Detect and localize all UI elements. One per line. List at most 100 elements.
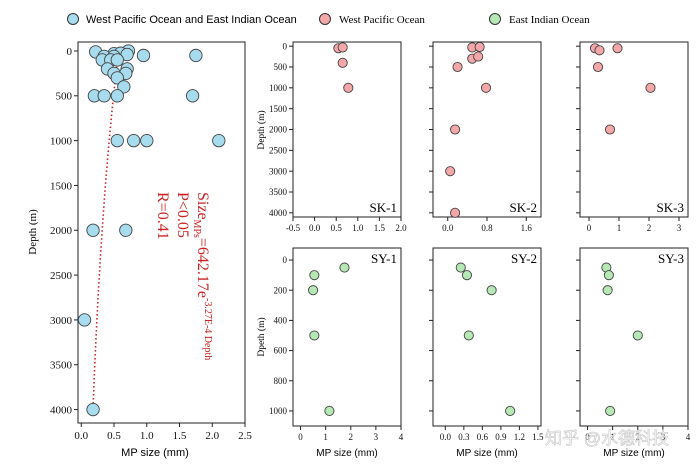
data-point bbox=[603, 270, 614, 281]
x-tick-label: 0 bbox=[585, 432, 590, 442]
y-tick-label: 3000 bbox=[269, 166, 288, 176]
x-axis-label: MP size (mm) bbox=[121, 447, 189, 459]
x-tick-label: 0.6 bbox=[477, 432, 489, 442]
y-tick-label: 1000 bbox=[50, 135, 73, 147]
data-point bbox=[337, 57, 348, 68]
x-tick-label: 0.8 bbox=[481, 223, 493, 233]
plot-sy-2: 0.0 0.3 0.6 0.9 1.2 1.5 SY-2 MP size (mm) bbox=[429, 247, 544, 459]
data-point bbox=[505, 405, 516, 416]
y-tick-label: 400 bbox=[274, 316, 288, 326]
data-point bbox=[473, 51, 484, 62]
fit-equation-subscript: MPs bbox=[191, 220, 202, 238]
x-tick-label: 1 bbox=[617, 223, 622, 233]
y-tick-label: 2000 bbox=[50, 225, 73, 237]
x-axis-label-sy-3: MP size (mm) bbox=[603, 448, 664, 459]
x-tick-label: 2 bbox=[349, 432, 354, 442]
data-point bbox=[592, 61, 604, 73]
watermark: 知乎 @水德科技 bbox=[545, 429, 669, 448]
plot-frame bbox=[292, 247, 402, 427]
y-tick-label: 4000 bbox=[50, 404, 73, 416]
x-tick-label: 3 bbox=[661, 432, 666, 442]
x-tick-label: 1.0 bbox=[352, 223, 364, 233]
x-tick-label: 2 bbox=[647, 223, 652, 233]
data-point bbox=[452, 61, 463, 73]
y-tick-label: 1500 bbox=[50, 180, 73, 192]
data-point bbox=[110, 71, 124, 85]
data-point bbox=[127, 133, 141, 148]
data-point bbox=[445, 166, 456, 177]
x-tick-label: 0.0 bbox=[442, 223, 454, 233]
plot-sy-3: 0 1 2 3 4 SY-3 MP size (mm) bbox=[576, 247, 691, 459]
legend-label-east-indian: East Indian Ocean bbox=[509, 14, 590, 26]
x-tick-label: 1.6 bbox=[521, 223, 533, 233]
x-tick-label: 0.5 bbox=[331, 223, 343, 233]
x-tick-label: 3 bbox=[374, 432, 379, 442]
x-axis-label-sy-2: MP size (mm) bbox=[456, 448, 517, 459]
y-tick-label: 2500 bbox=[269, 145, 288, 155]
data-point bbox=[86, 402, 100, 417]
plot-sk-1: -0.5 0.0 0.5 1.0 1.5 2.0 0 500 1000 1500 2000 2500 3… bbox=[256, 41, 407, 233]
x-tick-label: 0.9 bbox=[495, 432, 507, 442]
y-axis-label: Depth (m) bbox=[27, 209, 39, 255]
fit-p-value: P<0.05 bbox=[174, 192, 191, 238]
panel-label-sk-3: SK-3 bbox=[657, 200, 684, 215]
y-tick-label: 0 bbox=[67, 46, 73, 58]
data-point bbox=[486, 285, 497, 296]
data-point bbox=[308, 285, 319, 296]
x-tick-label: 2.0 bbox=[395, 223, 407, 233]
legend-marker-combined bbox=[67, 13, 79, 25]
data-point bbox=[337, 42, 348, 53]
x-tick-label: 2.5 bbox=[238, 430, 252, 442]
x-tick-label: 0 bbox=[298, 432, 303, 442]
y-tick-label: 500 bbox=[56, 91, 73, 103]
fit-equation-prefix: Size bbox=[194, 192, 211, 220]
fit-equation-exponent: -3.27E-4 Depth bbox=[202, 298, 213, 360]
x-tick-label: 1.5 bbox=[173, 430, 187, 442]
data-point bbox=[480, 82, 492, 93]
legend: West Pacific Ocean and East Indian Ocean… bbox=[67, 13, 590, 26]
data-point bbox=[309, 270, 320, 281]
fit-equation-main: =642.17e bbox=[194, 238, 211, 298]
data-point bbox=[605, 405, 616, 416]
plot-frame bbox=[432, 247, 542, 427]
legend-marker-west-pacific bbox=[319, 13, 331, 25]
plot-sk-3: 0 1 2 3 SK-3 bbox=[576, 41, 689, 233]
data-point bbox=[463, 330, 474, 341]
x-tick-label: 3 bbox=[677, 223, 682, 233]
panel-label-sy-2: SY-2 bbox=[511, 251, 537, 266]
data-point bbox=[455, 262, 466, 273]
x-tick-label: 0.0 bbox=[440, 432, 452, 442]
data-point bbox=[309, 330, 320, 341]
data-point bbox=[119, 223, 133, 237]
data-point bbox=[97, 89, 111, 103]
x-tick-label: 1 bbox=[610, 432, 615, 442]
panel-label-sy-3: SY-3 bbox=[658, 251, 684, 266]
data-point bbox=[602, 285, 613, 296]
data-point bbox=[461, 270, 472, 281]
legend-label-west-pacific: West Pacific Ocean bbox=[339, 14, 425, 26]
y-tick-label: 200 bbox=[274, 285, 288, 295]
data-point bbox=[594, 45, 605, 56]
x-tick-label: 1.5 bbox=[374, 223, 386, 233]
data-point bbox=[185, 89, 200, 103]
y-tick-label: 2000 bbox=[269, 125, 288, 135]
data-point bbox=[339, 262, 350, 273]
data-point bbox=[450, 207, 461, 218]
plot-combined: 0.0 0.5 1.0 1.5 2.0 2.5 0 500 1000 1500 2000 2500 30… bbox=[27, 41, 252, 459]
x-tick-label: 2.0 bbox=[205, 430, 219, 442]
data-point bbox=[110, 133, 124, 148]
y-tick-label: 500 bbox=[274, 62, 288, 72]
y-tick-label: 1000 bbox=[269, 406, 288, 416]
plot-frame bbox=[292, 41, 402, 218]
plot-frame bbox=[579, 247, 689, 427]
y-axis-label-sk: Depth (m) bbox=[256, 110, 267, 149]
x-tick-label: 4 bbox=[399, 432, 404, 442]
plot-frame bbox=[77, 41, 246, 424]
panel-label-sk-1: SK-1 bbox=[370, 200, 397, 215]
plot-frame bbox=[432, 41, 542, 218]
x-tick-label: 0.5 bbox=[107, 430, 121, 442]
data-point bbox=[77, 313, 92, 327]
panel-label-sk-2: SK-2 bbox=[510, 200, 537, 215]
data-point bbox=[343, 82, 354, 93]
